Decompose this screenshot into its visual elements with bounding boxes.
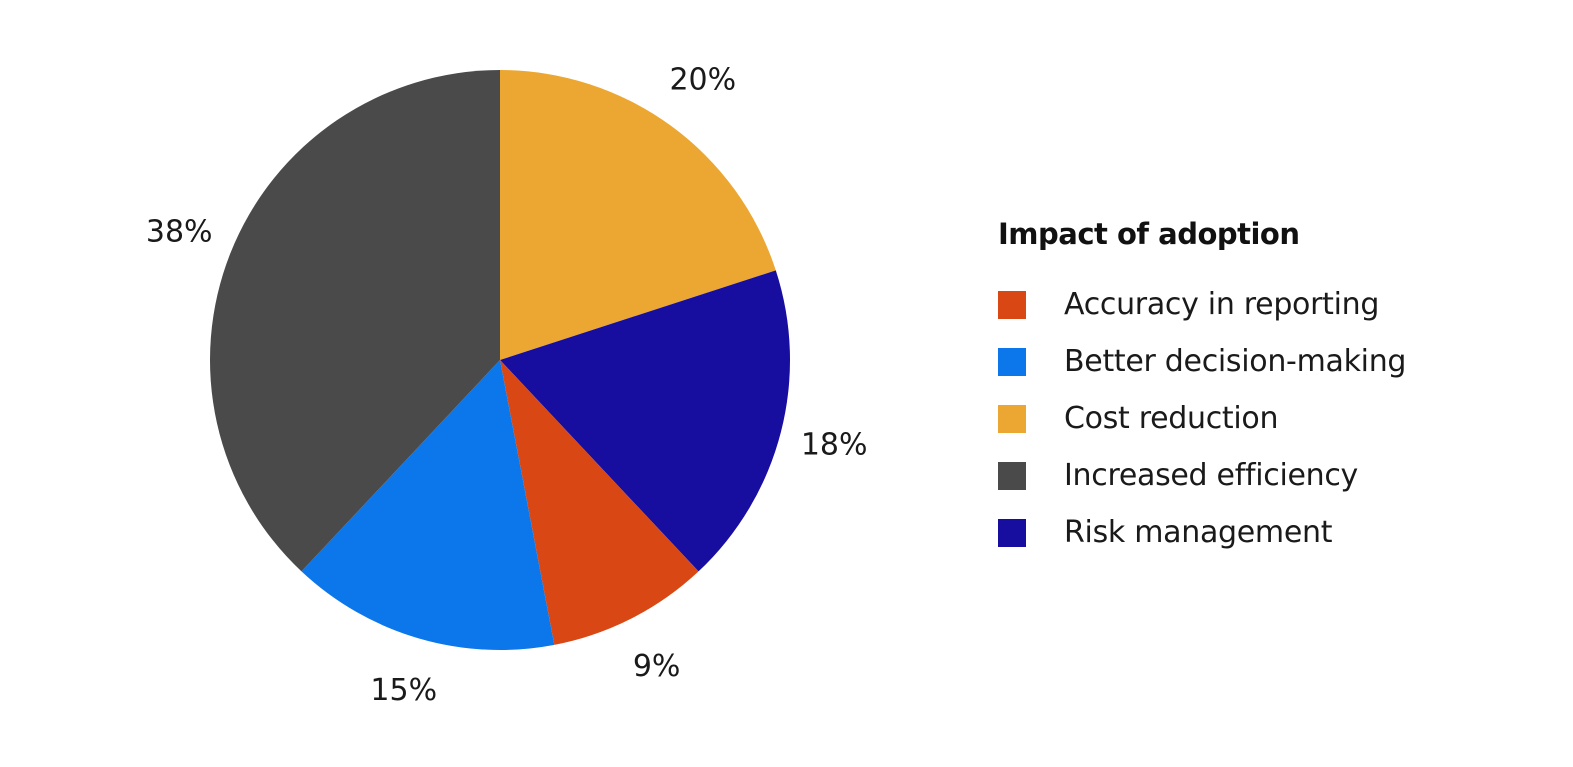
legend-title: Impact of adoption bbox=[998, 217, 1300, 251]
legend-label: Better decision-making bbox=[1064, 344, 1407, 379]
legend: Impact of adoption Accuracy in reporting… bbox=[998, 214, 1406, 561]
legend-item-risk-management: Risk management bbox=[998, 504, 1406, 561]
legend-swatch bbox=[998, 461, 1026, 490]
pie-label-better-decision-making: 15% bbox=[370, 673, 437, 708]
legend-swatch bbox=[998, 404, 1026, 433]
pie-label-risk-management: 18% bbox=[801, 427, 868, 462]
pie-slice-cost-reduction bbox=[500, 70, 776, 360]
legend-label: Increased efficiency bbox=[1064, 458, 1359, 493]
legend-item-accuracy-in-reporting: Accuracy in reporting bbox=[998, 276, 1406, 333]
legend-item-increased-efficiency: Increased efficiency bbox=[998, 447, 1406, 504]
pie-label-cost-reduction: 20% bbox=[669, 62, 736, 97]
legend-label: Accuracy in reporting bbox=[1064, 287, 1380, 322]
pie-percent-labels: 20% 18% 9% 15% 38% bbox=[146, 62, 868, 707]
pie-slice-better-decision-making bbox=[301, 360, 555, 650]
legend-swatch bbox=[998, 347, 1026, 376]
legend-items: Accuracy in reporting Better decision-mak… bbox=[998, 276, 1406, 561]
legend-item-cost-reduction: Cost reduction bbox=[998, 390, 1406, 447]
pie-slice-risk-management bbox=[500, 270, 790, 572]
legend-label: Cost reduction bbox=[1064, 401, 1279, 436]
pie-label-accuracy-in-reporting: 9% bbox=[633, 649, 681, 684]
legend-label: Risk management bbox=[1064, 515, 1333, 550]
legend-item-better-decision-making: Better decision-making bbox=[998, 333, 1406, 390]
pie-slice-increased-efficiency bbox=[209, 69, 500, 572]
legend-swatch bbox=[998, 518, 1026, 547]
pie-label-increased-efficiency: 38% bbox=[146, 214, 213, 249]
pie-slice-accuracy-in-reporting bbox=[500, 360, 699, 645]
legend-swatch bbox=[998, 290, 1026, 319]
pie-slices bbox=[209, 69, 790, 650]
